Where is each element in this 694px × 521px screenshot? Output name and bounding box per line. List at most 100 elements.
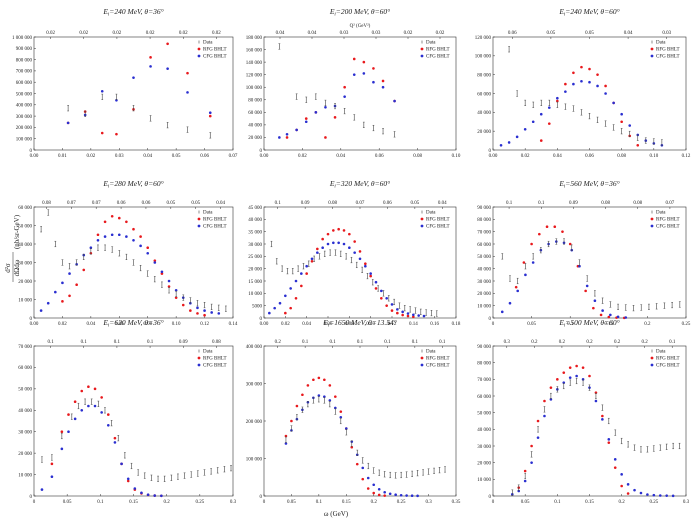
x-axis-label: ω (GeV) — [324, 510, 349, 518]
rfg-point — [536, 419, 540, 423]
cfg-series — [39, 233, 221, 315]
x-tick-label: 0.02 — [281, 322, 290, 327]
legend-label-rfg: RFG BHLT — [203, 357, 227, 362]
top-tick-label: 0.04 — [438, 201, 447, 206]
x-tick-label: 0.06 — [375, 154, 384, 159]
panel-title-e: E — [558, 318, 564, 327]
top-tick-label: 0.3 — [504, 340, 511, 345]
y-tick-label: 140 000 — [246, 61, 263, 66]
legend-label-rfg: RFG BHLT — [656, 218, 680, 223]
cfg-point — [416, 494, 419, 498]
cfg-point — [536, 436, 540, 439]
rfg-series — [514, 225, 626, 320]
data-series — [278, 43, 396, 138]
top-tick-label: 0.02 — [79, 31, 88, 36]
legend-marker-rfg — [197, 356, 201, 360]
panel-title-sub: i — [334, 13, 336, 18]
legend-marker-rfg — [420, 217, 424, 221]
rfg-point — [75, 283, 78, 287]
y-tick-label: 20 000 — [18, 452, 32, 457]
legend-label-cfg: CFG BHLT — [426, 55, 450, 60]
cfg-point — [547, 106, 551, 109]
cfg-point — [348, 246, 351, 249]
legend-label-rfg: RFG BHLT — [656, 48, 680, 53]
x-tick-label: 0.12 — [388, 322, 397, 327]
top-tick-label: 0.09 — [301, 201, 310, 206]
panel-title-e: E — [329, 7, 335, 16]
y-tick-label: 400 000 — [16, 104, 33, 109]
rfg-point — [596, 73, 599, 76]
cfg-point — [381, 85, 385, 89]
rfg-point — [588, 67, 591, 71]
top-tick-label: 0.09 — [179, 340, 188, 345]
rfg-point — [613, 466, 617, 469]
top-tick-label: 0.1 — [114, 340, 121, 345]
panel-title-e: E — [558, 7, 564, 16]
top-tick-label: 0.02 — [146, 31, 155, 36]
rfg-point — [332, 229, 335, 232]
rfg-point — [321, 237, 324, 241]
y-tick-label: 700 000 — [16, 70, 33, 75]
cfg-point — [596, 84, 599, 88]
top-tick-label: 0.08 — [601, 201, 610, 206]
top-tick-label: 0.02 — [113, 31, 122, 36]
y-tick-label: 100 000 — [246, 457, 263, 462]
cfg-point — [46, 301, 50, 305]
x-tick-label: 0.08 — [143, 322, 152, 327]
rfg-series — [61, 214, 206, 317]
top-tick-label: 0.02 — [212, 31, 221, 36]
x-tick-label: 0.04 — [302, 322, 311, 327]
cfg-point — [353, 251, 356, 254]
cfg-point — [639, 491, 643, 495]
cfg-point — [328, 399, 332, 402]
top-tick-label: 0.2 — [275, 340, 282, 345]
rfg-point — [342, 229, 346, 232]
legend-marker-cfg — [197, 224, 201, 228]
top-tick-label: 0.05 — [410, 201, 419, 206]
top-tick-label: 0.2 — [614, 340, 621, 345]
rfg-point — [153, 259, 157, 262]
legend-marker-rfg — [650, 217, 654, 221]
x-tick-label: 0.02 — [521, 154, 530, 159]
rfg-point — [60, 430, 64, 434]
top-axis-label: Q² (GeV²) — [350, 23, 371, 29]
top-tick-label: 0.1 — [384, 340, 391, 345]
cfg-point — [61, 281, 64, 285]
data-series — [67, 93, 212, 139]
cfg-point — [132, 239, 135, 242]
cfg-point — [500, 310, 504, 314]
y-tick-label: 30 000 — [18, 431, 32, 436]
cfg-point — [628, 124, 632, 127]
cfg-point — [658, 494, 662, 497]
cfg-point — [369, 272, 372, 275]
rfg-point — [295, 404, 299, 408]
cfg-point — [352, 73, 356, 76]
rfg-point — [604, 84, 607, 88]
rfg-point — [189, 309, 192, 312]
cfg-point — [132, 76, 135, 79]
x-tick-label: 0.15 — [604, 322, 613, 327]
panel-2: Ei=200 MeV, θ=60° 0.00 0.02 0.04 0.06 0.08 0.1… — [246, 7, 461, 159]
panel-title-sub: i — [108, 185, 110, 190]
panel-frame — [263, 36, 457, 151]
rfg-point — [312, 378, 315, 382]
y-tick-label: 60 000 — [18, 206, 32, 211]
top-tick-label: 0.08 — [633, 201, 642, 206]
rfg-point — [337, 227, 340, 231]
y-tick-label: 180 000 — [246, 36, 263, 41]
legend-marker-cfg — [650, 54, 654, 58]
x-tick-label: 0.2 — [371, 500, 378, 505]
rfg-point — [326, 232, 330, 236]
cfg-point — [362, 72, 366, 75]
rfg-point — [306, 384, 310, 387]
legend-marker-rfg — [197, 217, 201, 221]
top-tick-label: 0.1 — [412, 340, 419, 345]
y-axis-label-den: dΩdω — [13, 259, 21, 276]
data-series — [40, 209, 227, 312]
cfg-point — [380, 289, 383, 293]
rfg-point — [285, 136, 289, 139]
y-tick-label: 300 000 — [246, 382, 263, 387]
rfg-point — [543, 399, 546, 403]
cfg-point — [294, 279, 298, 283]
cfg-point — [326, 242, 330, 246]
